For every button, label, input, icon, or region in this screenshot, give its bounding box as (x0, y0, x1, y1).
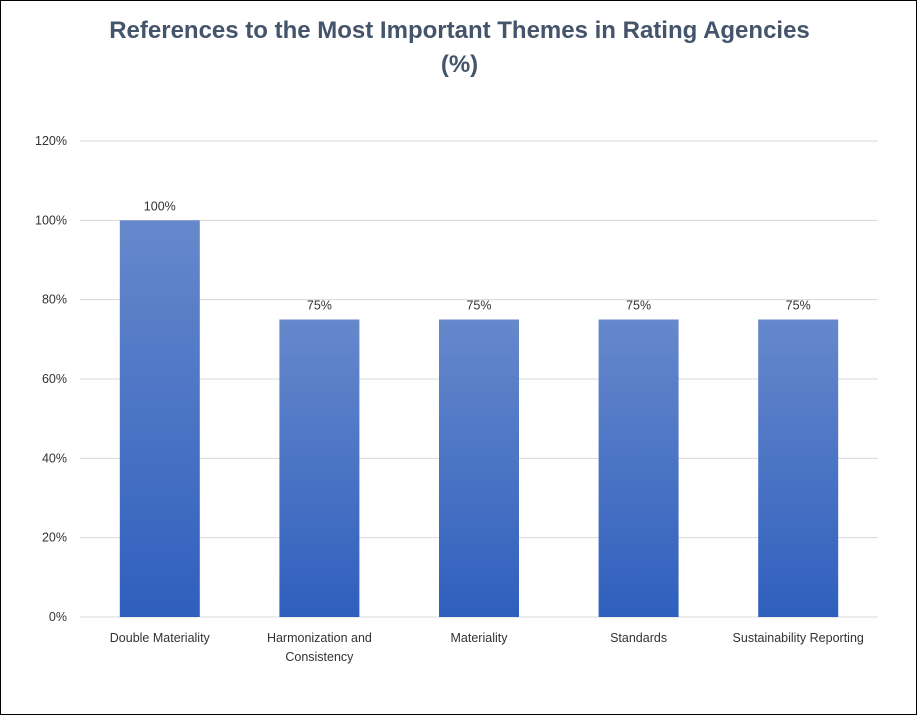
data-label: 75% (307, 299, 332, 313)
y-tick-label: 20% (42, 531, 67, 545)
bar (119, 220, 200, 618)
x-category-label: Standards (610, 631, 667, 645)
bar (439, 319, 519, 617)
bars (119, 220, 839, 618)
chart-title: References to the Most Important Themes … (109, 17, 810, 44)
x-category-label: Consistency (285, 650, 354, 664)
y-tick-label: 60% (42, 372, 67, 386)
bar (598, 319, 679, 617)
data-label: 75% (786, 299, 811, 313)
y-tick-label: 120% (35, 134, 67, 148)
bar (279, 319, 360, 617)
y-tick-label: 40% (42, 451, 67, 465)
data-label: 75% (466, 299, 491, 313)
x-category-label: Sustainability Reporting (733, 631, 864, 645)
data-label: 100% (144, 199, 176, 213)
y-tick-label: 100% (35, 213, 67, 227)
x-category-label: Double Materiality (110, 631, 211, 645)
x-category-label: Harmonization and (267, 631, 372, 645)
data-label: 75% (626, 299, 651, 313)
bar (758, 319, 839, 617)
y-tick-label: 80% (42, 293, 67, 307)
labels: 0% 20% 40% 60% 80% 100% 120% 100% Double Materia… (35, 134, 864, 664)
x-category-label: Materiality (451, 631, 509, 645)
y-tick-label: 0% (49, 610, 67, 624)
chart-title-unit: (%) (440, 51, 479, 78)
